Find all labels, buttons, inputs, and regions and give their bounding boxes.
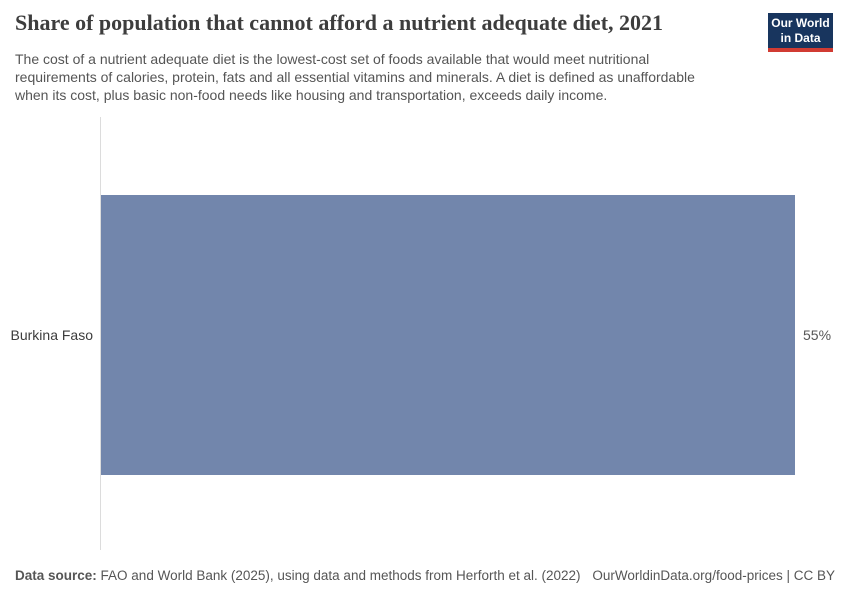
value-label: 55% (803, 327, 832, 343)
entity-label: Burkina Faso (10, 327, 93, 343)
bar-burkina-faso[interactable] (101, 195, 795, 475)
owid-logo-line-1: Our World (771, 16, 830, 30)
data-source-note: Data source: FAO and World Bank (2025), … (15, 568, 581, 583)
chart-subtitle-line-3: when its cost, plus basic non-food needs… (15, 87, 608, 103)
footer: Data source: FAO and World Bank (2025), … (15, 568, 835, 583)
data-source-label: Data source: (15, 568, 97, 583)
y-axis-line (100, 117, 101, 550)
chart-subtitle: The cost of a nutrient adequate diet is … (15, 50, 695, 104)
owid-logo[interactable]: Our World in Data (768, 13, 833, 52)
owid-footer-link[interactable]: OurWorldinData.org/food-prices | CC BY (592, 568, 835, 583)
plot-area (101, 195, 795, 475)
chart-title: Share of population that cannot afford a… (15, 10, 664, 35)
owid-logo-line-2: in Data (780, 31, 821, 45)
chart-subtitle-line-2: requirements of calories, protein, fats … (15, 69, 695, 85)
chart-subtitle-line-1: The cost of a nutrient adequate diet is … (15, 51, 650, 67)
data-source-text: FAO and World Bank (2025), using data an… (100, 568, 581, 583)
